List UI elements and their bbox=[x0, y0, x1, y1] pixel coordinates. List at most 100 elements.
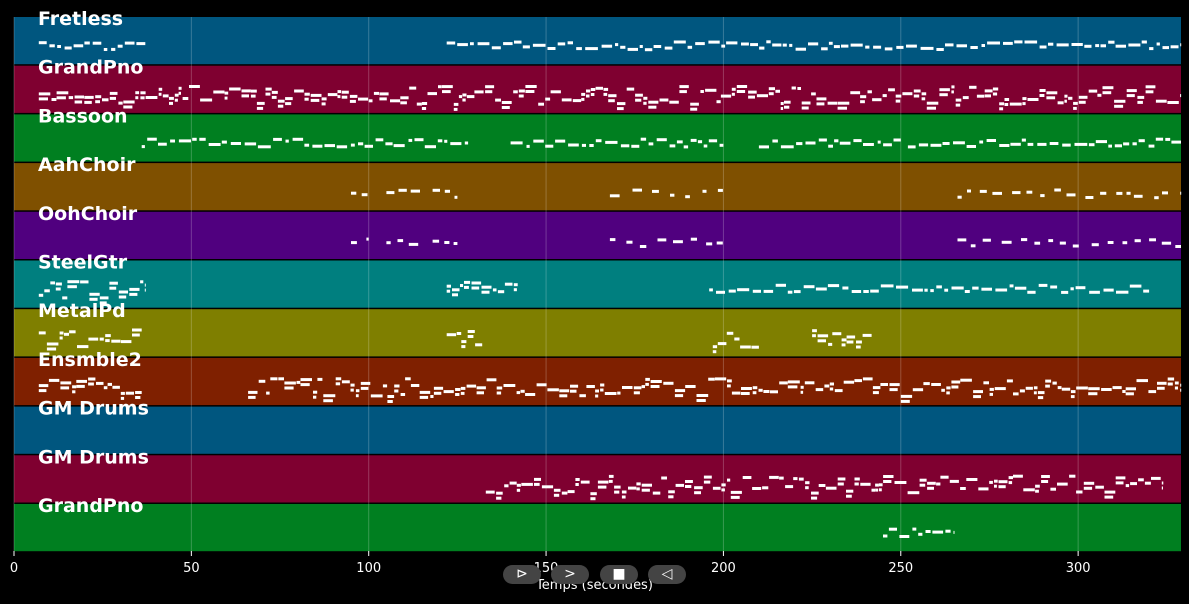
note bbox=[350, 388, 354, 392]
note bbox=[477, 42, 490, 46]
note bbox=[44, 289, 50, 293]
note bbox=[899, 535, 910, 538]
note bbox=[117, 44, 123, 48]
note bbox=[603, 87, 609, 91]
note bbox=[561, 98, 572, 102]
note bbox=[585, 47, 598, 51]
note bbox=[208, 143, 221, 146]
note bbox=[837, 101, 850, 105]
note bbox=[1073, 101, 1078, 105]
note bbox=[895, 99, 901, 103]
note bbox=[317, 377, 323, 381]
note bbox=[656, 138, 667, 142]
note bbox=[581, 92, 586, 96]
note bbox=[1073, 106, 1077, 110]
note bbox=[609, 238, 616, 242]
note bbox=[817, 334, 829, 338]
note bbox=[109, 91, 118, 95]
note bbox=[883, 480, 892, 483]
note bbox=[398, 188, 407, 192]
note bbox=[1097, 93, 1102, 97]
note bbox=[752, 391, 757, 395]
note bbox=[72, 390, 76, 394]
note bbox=[56, 96, 66, 100]
note bbox=[727, 384, 731, 388]
note bbox=[1141, 40, 1147, 44]
note bbox=[669, 144, 676, 148]
play-icon: > bbox=[564, 566, 576, 582]
note bbox=[1037, 391, 1045, 395]
note bbox=[939, 93, 948, 97]
note bbox=[668, 490, 675, 494]
note bbox=[304, 97, 309, 101]
note bbox=[390, 99, 401, 103]
note bbox=[337, 90, 342, 94]
note bbox=[902, 92, 913, 96]
note bbox=[1009, 102, 1022, 106]
note bbox=[600, 388, 604, 392]
note bbox=[453, 242, 458, 245]
note bbox=[769, 475, 779, 479]
note bbox=[550, 90, 561, 94]
note bbox=[696, 399, 706, 402]
note bbox=[284, 381, 296, 385]
note bbox=[896, 285, 909, 289]
note bbox=[525, 393, 536, 396]
track-lane bbox=[14, 455, 1181, 503]
note bbox=[803, 285, 815, 289]
note bbox=[1174, 386, 1178, 390]
note bbox=[107, 382, 112, 386]
back-button[interactable]: ◁ bbox=[648, 565, 686, 584]
note bbox=[690, 138, 697, 142]
note bbox=[414, 138, 424, 142]
track-lane bbox=[14, 504, 1181, 552]
note bbox=[641, 483, 652, 487]
note bbox=[875, 488, 879, 492]
note bbox=[999, 144, 1010, 147]
note bbox=[595, 86, 603, 90]
note bbox=[650, 385, 660, 388]
note bbox=[653, 45, 662, 48]
note bbox=[758, 388, 763, 392]
note bbox=[956, 44, 967, 48]
note bbox=[140, 280, 144, 284]
play-button[interactable]: > bbox=[551, 565, 589, 584]
note bbox=[617, 107, 624, 111]
note bbox=[486, 378, 497, 382]
note bbox=[870, 289, 879, 293]
note bbox=[140, 96, 145, 100]
note bbox=[811, 496, 818, 500]
note bbox=[430, 395, 434, 398]
note bbox=[1165, 137, 1171, 141]
note bbox=[1151, 476, 1161, 480]
note bbox=[1027, 98, 1039, 101]
track-label: OohChoir bbox=[38, 203, 138, 225]
note bbox=[355, 394, 359, 398]
note bbox=[1048, 42, 1054, 46]
stop-button[interactable]: ■ bbox=[600, 565, 638, 584]
note bbox=[1138, 478, 1144, 482]
track-lane bbox=[14, 357, 1181, 406]
note bbox=[673, 40, 686, 44]
rewind-button[interactable]: ⊳ bbox=[503, 565, 541, 584]
note bbox=[471, 281, 482, 285]
note bbox=[796, 142, 803, 146]
note bbox=[470, 42, 474, 46]
note bbox=[615, 43, 619, 47]
note bbox=[1149, 47, 1154, 51]
note bbox=[927, 486, 934, 490]
note bbox=[775, 283, 786, 287]
note bbox=[221, 140, 227, 144]
note bbox=[1100, 191, 1107, 195]
track-lane bbox=[14, 260, 1181, 308]
note bbox=[437, 139, 443, 143]
note bbox=[896, 45, 904, 49]
note bbox=[628, 486, 637, 490]
note bbox=[875, 483, 879, 487]
note bbox=[38, 293, 44, 297]
note bbox=[559, 389, 570, 393]
note bbox=[96, 381, 104, 385]
note bbox=[72, 385, 77, 389]
note bbox=[1084, 44, 1092, 48]
